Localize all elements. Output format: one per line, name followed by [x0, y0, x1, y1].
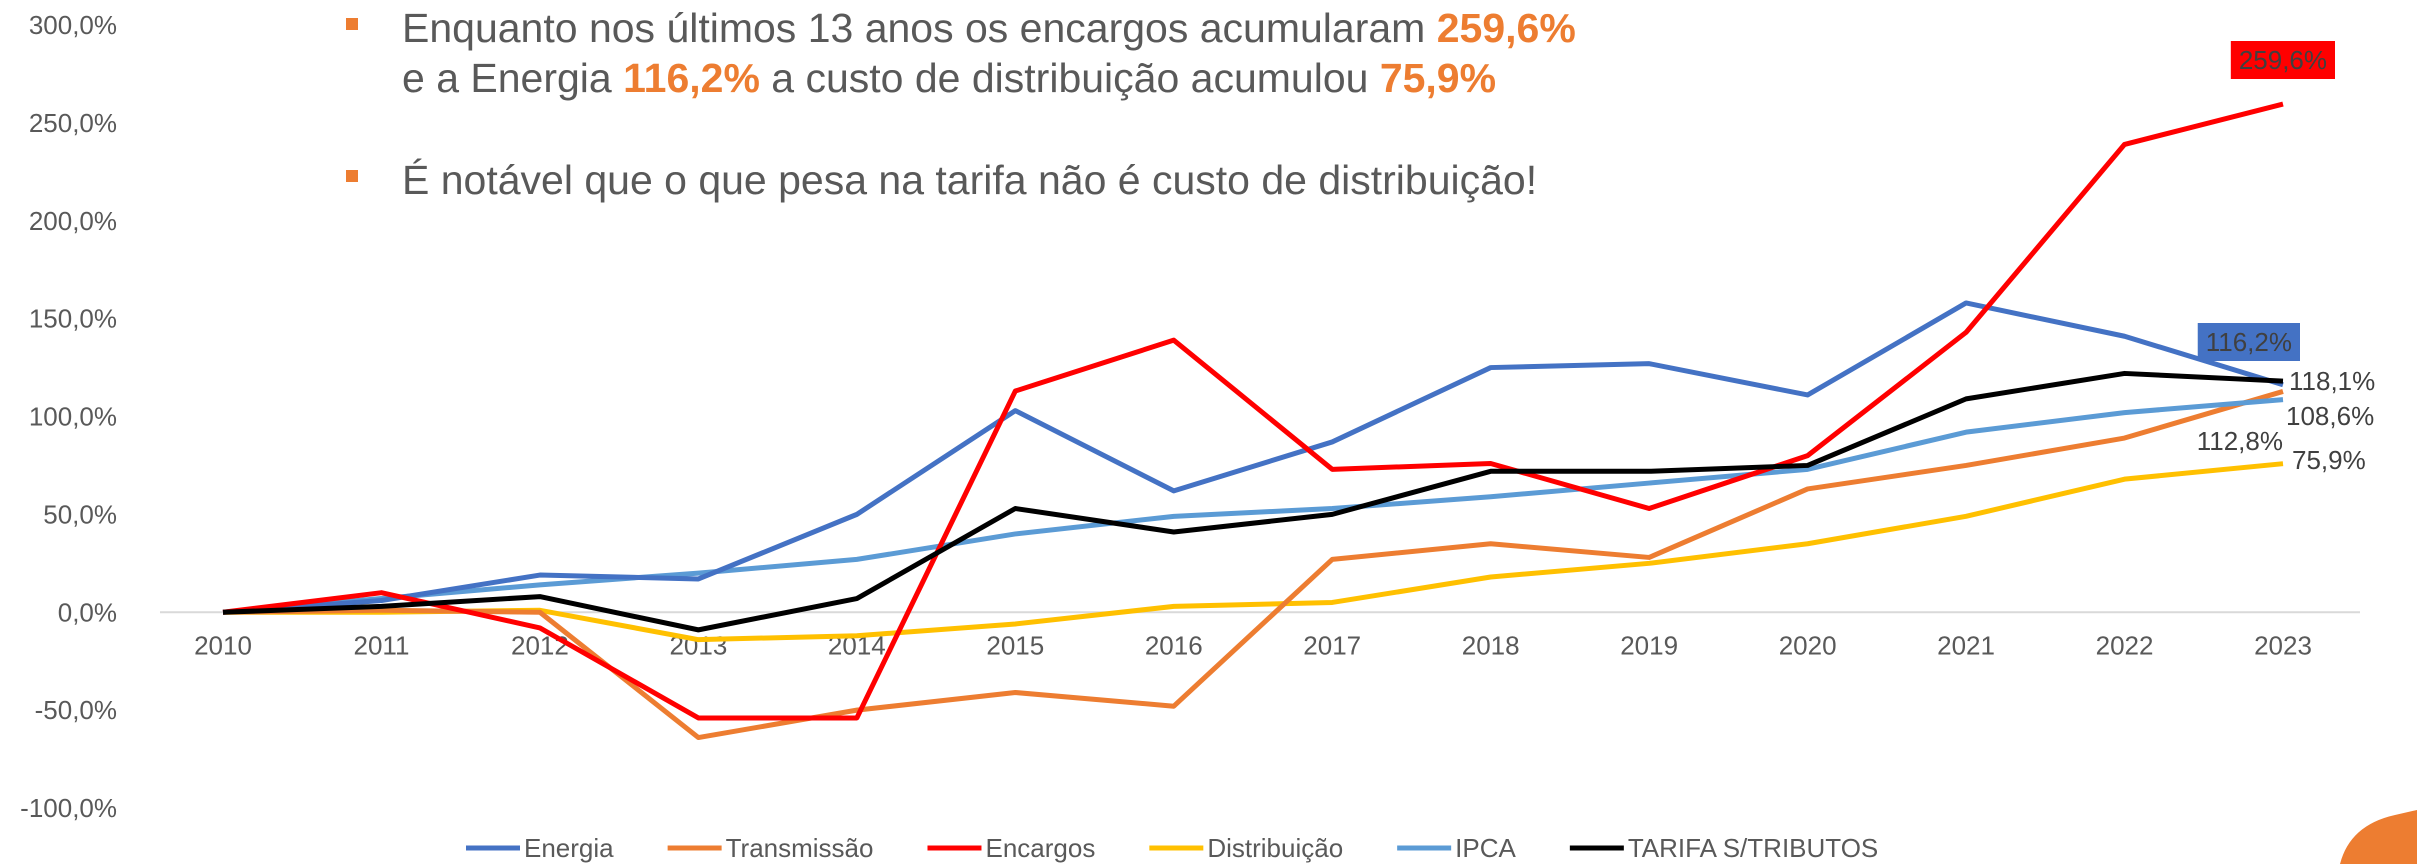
data-label: 116,2%: [2206, 327, 2292, 357]
data-label: 118,1%: [2289, 366, 2375, 396]
legend-label: IPCA: [1455, 833, 1516, 863]
x-tick-label: 2023: [2254, 630, 2312, 660]
headline: É notável que o que pesa na tarifa não é…: [402, 157, 1537, 203]
bullet: [346, 170, 358, 182]
y-tick-label: 100,0%: [29, 402, 117, 432]
x-tick-label: 2015: [986, 630, 1044, 660]
bullet: [346, 18, 358, 30]
y-tick-label: 200,0%: [29, 206, 117, 236]
x-tick-label: 2018: [1462, 630, 1520, 660]
x-tick-label: 2020: [1779, 630, 1837, 660]
logo: [2340, 810, 2417, 864]
data-label: 75,9%: [2292, 445, 2366, 475]
headline-run: 75,9%: [1380, 55, 1496, 101]
x-tick-label: 2016: [1145, 630, 1203, 660]
headline: Enquanto nos últimos 13 anos os encargos…: [402, 5, 1576, 51]
data-label: 112,8%: [2197, 426, 2283, 456]
legend-label: TARIFA S/TRIBUTOS: [1628, 833, 1878, 863]
headline-run: a custo de distribuição acumulou: [760, 55, 1380, 101]
x-tick-label: 2022: [2096, 630, 2154, 660]
data-label: 108,6%: [2286, 401, 2374, 431]
headline-run: 116,2%: [623, 55, 760, 101]
legend-label: Energia: [524, 833, 614, 863]
series-line: [223, 461, 2284, 643]
data-label-box: [2230, 41, 2335, 79]
x-tick-label: 2021: [1937, 630, 1995, 660]
legend-label: Distribuição: [1207, 833, 1343, 863]
data-label-box: [2197, 323, 2300, 361]
headline-run: Enquanto nos últimos 13 anos os encargos…: [402, 5, 1437, 51]
series-line: [222, 101, 2284, 721]
y-tick-label: -100,0%: [20, 793, 117, 823]
series-line: [222, 300, 2284, 615]
x-tick-label: 2012: [511, 630, 569, 660]
legend-label: Transmissão: [726, 833, 874, 863]
y-tick-label: 0,0%: [58, 597, 117, 627]
series-line: [222, 370, 2284, 633]
headline-run: 259,6%: [1437, 5, 1576, 51]
x-tick-label: 2011: [354, 630, 410, 660]
data-label: 259,6%: [2239, 45, 2327, 75]
legend-label: Encargos: [985, 833, 1095, 863]
series-line: [222, 397, 2284, 615]
y-tick-label: 250,0%: [29, 108, 117, 138]
headline-run: É notável que o que pesa na tarifa não é…: [402, 157, 1537, 203]
x-tick-label: 2019: [1620, 630, 1678, 660]
y-tick-label: 300,0%: [29, 10, 117, 40]
series-line: [222, 389, 2284, 741]
x-tick-label: 2010: [194, 630, 252, 660]
headline-run: e a Energia: [402, 55, 623, 101]
y-tick-label: -50,0%: [35, 695, 117, 725]
headline: e a Energia 116,2% a custo de distribuiç…: [402, 55, 1496, 101]
x-tick-label: 2017: [1303, 630, 1361, 660]
y-tick-label: 50,0%: [43, 499, 117, 529]
y-tick-label: 150,0%: [29, 304, 117, 334]
